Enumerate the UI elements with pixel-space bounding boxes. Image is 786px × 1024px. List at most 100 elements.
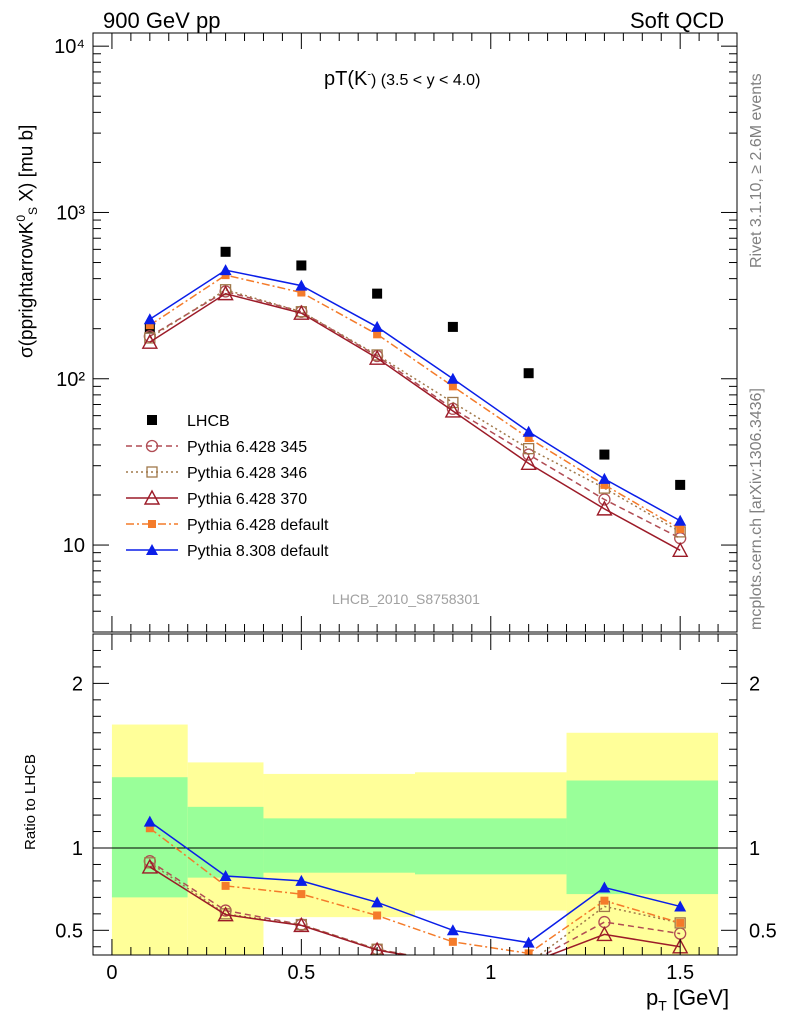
legend-label: Pythia 6.428 346 bbox=[187, 465, 307, 482]
legend-label: LHCB bbox=[187, 413, 230, 430]
data-point bbox=[520, 454, 537, 471]
ratio-point bbox=[446, 924, 459, 936]
chart-title: pT(K-) (3.5 < y < 4.0) bbox=[324, 68, 480, 91]
ratio-point bbox=[217, 906, 234, 922]
ratio-point bbox=[447, 958, 458, 969]
rivet-version-label: Rivet 3.1.10, ≥ 2.6M events bbox=[748, 73, 765, 268]
ratio-point bbox=[674, 917, 686, 929]
x-axis-label: pT [GeV] bbox=[646, 985, 729, 1013]
series-line-2 bbox=[149, 288, 681, 533]
main-y-label-text: σ(pprightarrowK bbox=[16, 221, 38, 358]
ratio-point bbox=[371, 896, 384, 908]
ratio-line-0 bbox=[149, 860, 681, 955]
x-tick-label: 1 bbox=[485, 962, 496, 984]
data-point bbox=[446, 372, 459, 384]
data-point bbox=[295, 279, 308, 291]
plot-frames: 10 10² 10³ 10⁴ 0 0.5 1 1.5 0.5 0.5 1 1 2 2 bbox=[54, 32, 777, 984]
data-point bbox=[599, 449, 610, 460]
data-point bbox=[523, 368, 534, 379]
legend-marker bbox=[147, 415, 157, 425]
legend-label: Pythia 8.308 default bbox=[187, 543, 329, 560]
main-y-label-sub: S bbox=[26, 206, 41, 215]
ratio-uncertainty-bands bbox=[93, 724, 737, 955]
main-y-tick-label: 10 bbox=[63, 535, 85, 557]
data-point bbox=[672, 541, 689, 557]
data-point bbox=[522, 425, 535, 437]
ratio-point bbox=[600, 896, 609, 905]
series-3 bbox=[141, 285, 689, 557]
legend-label: Pythia 6.428 370 bbox=[187, 491, 307, 508]
chart-title-sup: - bbox=[367, 68, 372, 81]
ratio-y-tick-label-right: 0.5 bbox=[749, 920, 777, 942]
ratio-point bbox=[369, 941, 385, 955]
stat-band-3 bbox=[415, 818, 567, 875]
series-line-3 bbox=[149, 292, 681, 551]
ratio-point bbox=[674, 900, 687, 912]
data-point bbox=[676, 524, 685, 533]
ratio-point bbox=[293, 916, 310, 933]
data-point bbox=[675, 479, 686, 490]
ratio-point bbox=[219, 869, 232, 881]
stat-band-4 bbox=[566, 780, 719, 895]
ratio-point bbox=[145, 824, 154, 833]
ratio-point bbox=[522, 936, 535, 948]
ratio-point bbox=[297, 890, 306, 899]
ratio-line-3 bbox=[149, 827, 681, 955]
ratio-point bbox=[295, 874, 308, 886]
stat-band-2 bbox=[263, 818, 415, 873]
ratio-y-tick-label: 1 bbox=[72, 838, 83, 860]
ratio-point bbox=[676, 918, 685, 927]
legend: LHCB Pythia 6.428 345 Pythia 6.428 346 Pyth… bbox=[126, 413, 329, 560]
data-point bbox=[522, 448, 535, 461]
stat-band-0 bbox=[111, 777, 188, 898]
x-label-text: p bbox=[646, 985, 659, 1010]
ratio-series-4 bbox=[143, 815, 687, 948]
data-point bbox=[448, 382, 457, 391]
legend-marker bbox=[146, 544, 158, 555]
data-point bbox=[297, 288, 306, 297]
data-point bbox=[143, 313, 156, 325]
ratio-point bbox=[596, 925, 613, 942]
x-label-sub: T bbox=[658, 997, 667, 1014]
data-point bbox=[220, 246, 231, 257]
ratio-point bbox=[143, 815, 156, 827]
ratio-series-2 bbox=[141, 858, 689, 955]
x-tick-label: 1.5 bbox=[666, 962, 694, 984]
chart-title-tail: ) (3.5 < y < 4.0) bbox=[371, 72, 481, 89]
ratio-point bbox=[373, 911, 382, 920]
main-y-axis-label: σ(pprightarrowK0S X) [mu b] bbox=[14, 125, 40, 358]
ratio-point bbox=[524, 958, 534, 968]
mcplots-label: mcplots.cern.ch [arXiv:1306.3436] bbox=[748, 388, 765, 630]
ratio-point bbox=[141, 858, 158, 874]
series-line-5 bbox=[149, 269, 681, 522]
x-tick-label: 0.5 bbox=[287, 962, 315, 984]
chart-title-main: pT(K bbox=[324, 68, 368, 90]
ratio-y-tick-label-right: 1 bbox=[749, 838, 760, 860]
analysis-label: LHCB_2010_S8758301 bbox=[332, 591, 480, 607]
data-point bbox=[144, 332, 156, 344]
ratio-point bbox=[598, 881, 611, 893]
data-point bbox=[600, 480, 609, 489]
data-point bbox=[444, 402, 462, 418]
data-point bbox=[598, 493, 611, 506]
data-point bbox=[447, 396, 459, 409]
data-point bbox=[368, 349, 386, 365]
x-tick-label: 0 bbox=[106, 962, 117, 984]
data-point bbox=[596, 500, 613, 516]
data-point bbox=[219, 264, 232, 276]
legend-marker bbox=[145, 439, 159, 453]
data-point bbox=[372, 288, 383, 299]
ratio-point bbox=[528, 954, 529, 955]
data-point bbox=[145, 321, 154, 330]
series-line-4 bbox=[149, 274, 681, 530]
main-series-group bbox=[141, 246, 689, 557]
main-y-label-sup: 0 bbox=[14, 214, 28, 222]
data-point bbox=[447, 321, 458, 332]
data-point bbox=[522, 442, 535, 455]
x-label-tail: [GeV] bbox=[666, 985, 730, 1010]
ratio-point bbox=[448, 958, 458, 968]
legend-label: Pythia 6.428 345 bbox=[187, 439, 307, 456]
data-point bbox=[674, 514, 687, 526]
legend-marker bbox=[143, 489, 161, 505]
